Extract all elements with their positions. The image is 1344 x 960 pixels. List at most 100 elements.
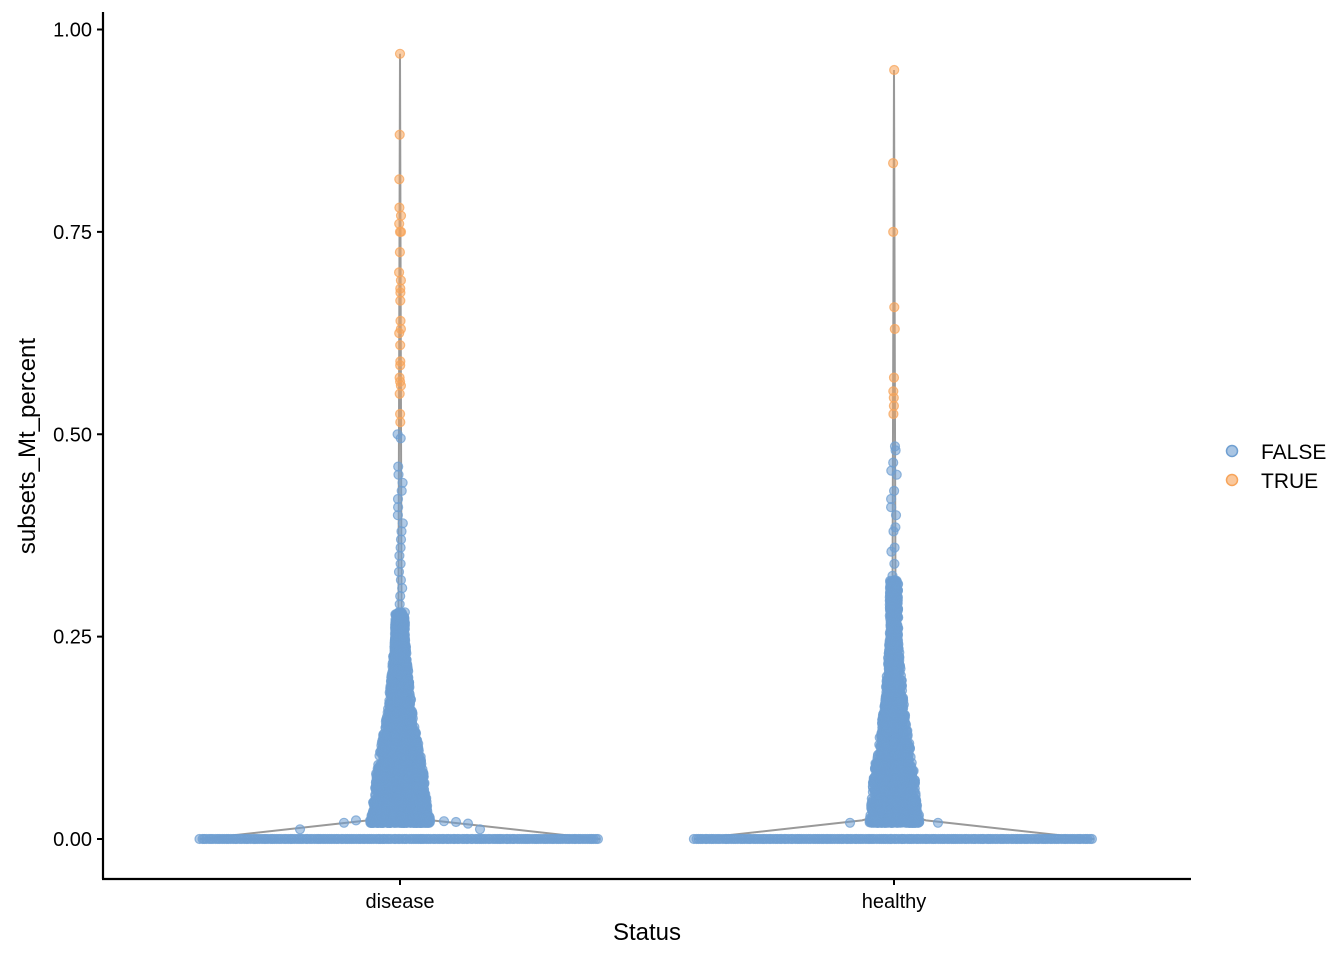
point-false-disease xyxy=(413,749,424,760)
point-false-healthy xyxy=(885,502,897,513)
point-false-disease xyxy=(396,800,407,811)
data-points xyxy=(194,48,1098,845)
point-false-disease xyxy=(462,818,474,829)
point-false-disease xyxy=(383,758,394,769)
point-false-disease xyxy=(401,659,412,670)
x-axis-ticks: disease healthy xyxy=(366,879,927,913)
point-false-healthy xyxy=(877,747,888,758)
point-false-disease xyxy=(397,518,408,529)
point-false-healthy xyxy=(883,817,894,828)
point-false-disease xyxy=(395,574,406,586)
x-tick-label: disease xyxy=(366,891,435,913)
x-tick-label: healthy xyxy=(862,891,927,913)
point-true-disease xyxy=(394,247,405,258)
point-true-disease xyxy=(395,417,406,428)
point-false-healthy xyxy=(902,725,913,736)
point-true-healthy xyxy=(889,323,900,335)
point-true-disease xyxy=(395,226,407,237)
point-false-disease xyxy=(403,789,415,800)
point-false-healthy xyxy=(909,775,921,786)
legend-label-true: TRUE xyxy=(1261,470,1318,493)
point-false-disease xyxy=(381,796,392,807)
point-false-healthy xyxy=(889,737,900,749)
point-false-disease xyxy=(422,813,434,824)
y-tick-label: 1.00 xyxy=(53,20,92,42)
legend-key-false xyxy=(1225,444,1239,458)
y-tick-label: 0.75 xyxy=(53,222,92,244)
point-true-disease xyxy=(394,129,405,140)
point-false-healthy xyxy=(891,675,902,686)
point-false-disease xyxy=(404,771,415,783)
point-false-healthy xyxy=(903,739,914,751)
point-false-healthy xyxy=(890,636,901,647)
point-true-healthy xyxy=(888,408,899,420)
y-axis-title: subsets_Mt_percent xyxy=(14,338,41,554)
point-false-healthy xyxy=(890,510,902,521)
point-true-disease xyxy=(394,202,405,213)
point-false-disease xyxy=(392,696,403,707)
point-false-healthy xyxy=(891,469,902,480)
point-false-disease xyxy=(392,510,403,521)
point-false-disease xyxy=(371,793,382,804)
point-false-disease xyxy=(403,702,414,714)
point-false-healthy xyxy=(879,775,890,786)
point-false-healthy xyxy=(889,558,900,569)
point-false-disease xyxy=(405,804,416,815)
point-false-disease xyxy=(294,824,306,835)
point-false-healthy xyxy=(886,623,897,634)
y-tick-label: 0.00 xyxy=(53,829,92,851)
point-true-healthy xyxy=(888,226,899,237)
point-false-healthy xyxy=(888,763,899,774)
point-false-healthy xyxy=(867,810,879,822)
point-false-healthy xyxy=(893,656,904,668)
point-false-healthy xyxy=(908,794,919,806)
point-false-healthy xyxy=(890,445,901,456)
point-false-disease xyxy=(395,433,406,444)
point-true-disease xyxy=(394,174,405,185)
point-false-disease xyxy=(406,717,417,729)
point-false-healthy xyxy=(888,526,899,537)
point-false-disease xyxy=(388,813,399,824)
point-false-healthy xyxy=(888,457,899,468)
point-true-disease xyxy=(394,388,405,399)
point-false-disease xyxy=(397,752,408,763)
point-false-healthy xyxy=(892,804,903,815)
point-false-healthy xyxy=(844,817,856,828)
point-false-disease xyxy=(391,638,402,650)
point-false-healthy xyxy=(911,812,922,824)
point-true-disease xyxy=(395,295,406,306)
legend-label-false: FALSE xyxy=(1261,441,1326,464)
legend-key-true xyxy=(1225,473,1239,487)
point-false-disease xyxy=(384,783,395,794)
y-tick-label: 0.50 xyxy=(53,424,92,446)
point-false-disease xyxy=(415,801,426,812)
point-false-disease xyxy=(350,815,362,826)
x-axis-title: Status xyxy=(613,919,681,946)
point-false-healthy xyxy=(871,758,883,770)
point-false-disease xyxy=(381,713,392,725)
point-true-healthy xyxy=(888,372,900,383)
point-false-disease xyxy=(373,780,384,791)
point-false-disease xyxy=(413,811,424,822)
point-false-healthy xyxy=(898,769,909,780)
point-false-disease xyxy=(400,685,411,697)
point-false-healthy xyxy=(897,785,908,797)
point-true-healthy xyxy=(889,302,900,313)
point-false-disease xyxy=(474,824,486,835)
point-false-disease xyxy=(398,763,409,775)
point-false-disease xyxy=(374,811,386,823)
point-true-disease xyxy=(395,360,406,371)
point-false-disease xyxy=(338,817,350,828)
point-false-disease xyxy=(390,679,401,691)
point-false-healthy xyxy=(893,750,904,761)
violin-outlines xyxy=(199,53,1095,840)
point-false-healthy xyxy=(888,707,899,718)
point-false-disease xyxy=(393,566,405,578)
point-false-healthy xyxy=(872,797,883,809)
y-axis-ticks: 0.000.250.500.751.00 xyxy=(53,20,103,851)
point-true-healthy xyxy=(889,64,900,76)
point-false-disease xyxy=(450,816,462,828)
point-false-healthy xyxy=(869,785,880,796)
point-false-disease xyxy=(390,666,401,678)
